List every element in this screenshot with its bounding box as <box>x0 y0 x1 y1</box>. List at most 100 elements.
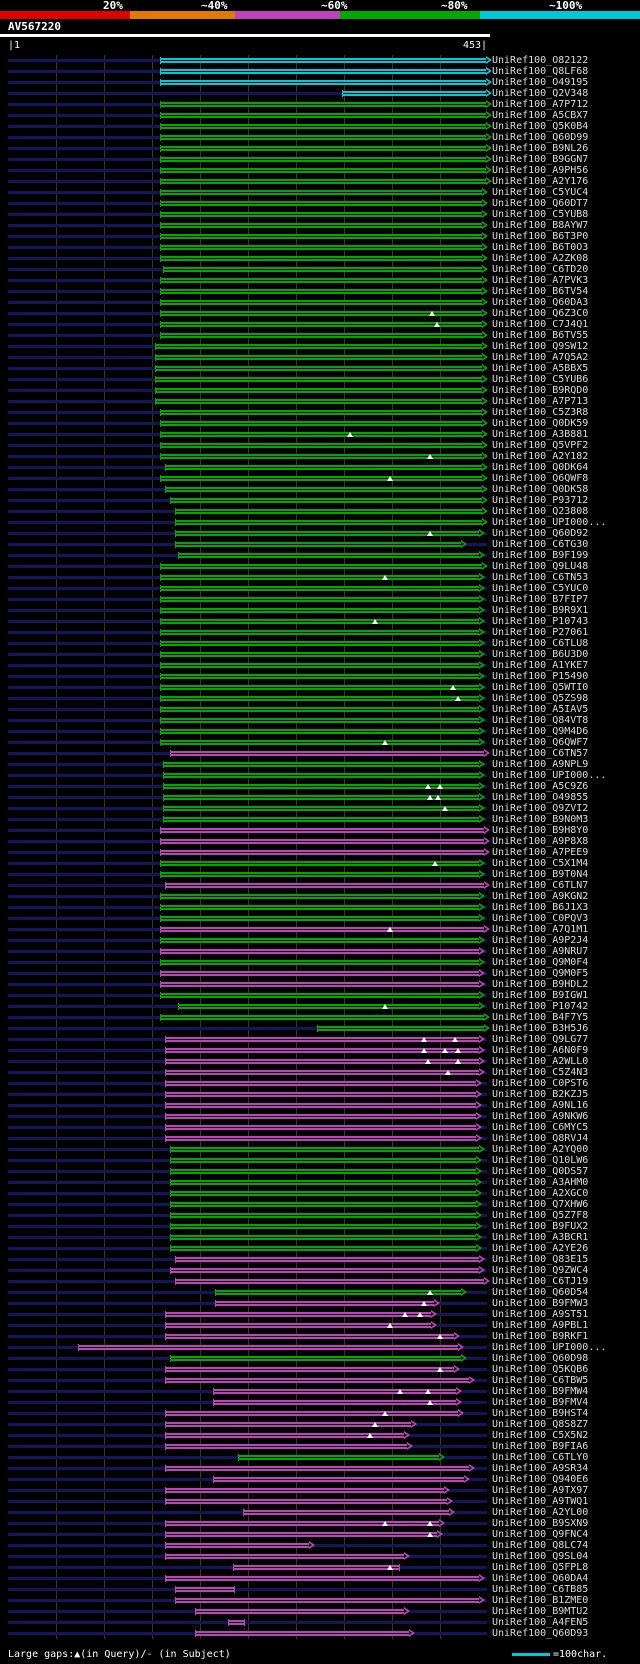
hit-bar[interactable] <box>164 1421 412 1428</box>
hit-bar[interactable] <box>164 1465 471 1472</box>
hit-bar[interactable] <box>162 794 480 801</box>
hit-bar[interactable] <box>159 607 480 614</box>
hit-bar[interactable] <box>159 134 487 141</box>
hit-label[interactable]: UniRef100_Q84VT8 <box>492 715 589 726</box>
hit-bar[interactable] <box>159 189 483 196</box>
hit-bar[interactable] <box>159 167 487 174</box>
hit-label[interactable]: UniRef100_Q2V348 <box>492 88 589 99</box>
hit-label[interactable]: UniRef100_B9FUX2 <box>492 1221 589 1232</box>
hit-bar[interactable] <box>159 651 480 658</box>
hit-bar[interactable] <box>159 585 480 592</box>
hit-label[interactable]: UniRef100_B9RQD0 <box>492 385 589 396</box>
hit-label[interactable]: UniRef100_A2XGC0 <box>492 1188 589 1199</box>
hit-bar[interactable] <box>177 552 480 559</box>
hit-bar[interactable] <box>159 684 480 691</box>
hit-label[interactable]: UniRef100_Q9LG77 <box>492 1034 589 1045</box>
hit-label[interactable]: UniRef100_A2WLL0 <box>492 1056 589 1067</box>
hit-bar[interactable] <box>159 101 487 108</box>
hit-label[interactable]: UniRef100_C6TN53 <box>492 572 589 583</box>
hit-bar[interactable] <box>175 1278 485 1285</box>
hit-bar[interactable] <box>159 695 480 702</box>
hit-bar[interactable] <box>170 1168 478 1175</box>
hit-bar[interactable] <box>159 475 483 482</box>
hit-label[interactable]: UniRef100_B9FMW4 <box>492 1386 589 1397</box>
hit-label[interactable]: UniRef100_UPI000... <box>492 1342 607 1353</box>
hit-label[interactable]: UniRef100_B9H8Y0 <box>492 825 589 836</box>
hit-label[interactable]: UniRef100_C6TD20 <box>492 264 589 275</box>
hit-bar[interactable] <box>159 673 480 680</box>
hit-bar[interactable] <box>164 1135 478 1142</box>
hit-bar[interactable] <box>159 662 480 669</box>
hit-bar[interactable] <box>159 299 483 306</box>
hit-label[interactable]: UniRef100_Q8S8Z7 <box>492 1419 589 1430</box>
hit-bar[interactable] <box>159 442 483 449</box>
hit-bar[interactable] <box>170 497 483 504</box>
hit-bar[interactable] <box>159 431 483 438</box>
hit-bar[interactable] <box>164 1377 471 1384</box>
hit-bar[interactable] <box>170 1201 478 1208</box>
hit-label[interactable]: UniRef100_C6TLN7 <box>492 880 589 891</box>
hit-bar[interactable] <box>162 266 483 273</box>
hit-label[interactable]: UniRef100_C5Z4N3 <box>492 1067 589 1078</box>
hit-label[interactable]: UniRef100_B9RKF1 <box>492 1331 589 1342</box>
hit-label[interactable]: UniRef100_B6J1X3 <box>492 902 589 913</box>
hit-bar[interactable] <box>170 1212 478 1219</box>
hit-label[interactable]: UniRef100_A4FEN5 <box>492 1617 589 1628</box>
hit-bar[interactable] <box>214 1300 436 1307</box>
hit-label[interactable]: UniRef100_A2YQ00 <box>492 1144 589 1155</box>
hit-label[interactable]: UniRef100_P10743 <box>492 616 589 627</box>
hit-bar[interactable] <box>159 145 487 152</box>
hit-bar[interactable] <box>159 79 487 86</box>
hit-label[interactable]: UniRef100_A9KGN2 <box>492 891 589 902</box>
hit-label[interactable]: UniRef100_B3H5J6 <box>492 1023 589 1034</box>
hit-label[interactable]: UniRef100_C0PST6 <box>492 1078 589 1089</box>
hit-bar[interactable] <box>164 1091 478 1098</box>
hit-label[interactable]: UniRef100_B9R9X1 <box>492 605 589 616</box>
hit-bar[interactable] <box>159 937 480 944</box>
hit-bar[interactable] <box>164 1498 448 1505</box>
hit-label[interactable]: UniRef100_Q60D54 <box>492 1287 589 1298</box>
hit-label[interactable]: UniRef100_B7FIP7 <box>492 594 589 605</box>
hit-bar[interactable] <box>159 827 485 834</box>
hit-bar[interactable] <box>164 1542 310 1549</box>
hit-label[interactable]: UniRef100_Q5WTI0 <box>492 682 589 693</box>
hit-bar[interactable] <box>159 233 483 240</box>
hit-bar[interactable] <box>159 321 483 328</box>
hit-label[interactable]: UniRef100_Q60DA4 <box>492 1573 589 1584</box>
hit-label[interactable]: UniRef100_B6U3D0 <box>492 649 589 660</box>
hit-bar[interactable] <box>159 409 483 416</box>
hit-label[interactable]: UniRef100_C6TLY0 <box>492 1452 589 1463</box>
hit-bar[interactable] <box>164 1366 456 1373</box>
hit-bar[interactable] <box>170 1190 478 1197</box>
hit-bar[interactable] <box>164 1410 460 1417</box>
hit-bar[interactable] <box>159 717 480 724</box>
hit-bar[interactable] <box>159 618 480 625</box>
hit-label[interactable]: UniRef100_Q9ZWC4 <box>492 1265 589 1276</box>
hit-label[interactable]: UniRef100_B6T0O3 <box>492 242 589 253</box>
hit-label[interactable]: UniRef100_Q9FNC4 <box>492 1529 589 1540</box>
hit-bar[interactable] <box>164 1531 439 1538</box>
hit-label[interactable]: UniRef100_A6N0F9 <box>492 1045 589 1056</box>
hit-bar[interactable] <box>237 1454 441 1461</box>
hit-label[interactable]: UniRef100_C7J4Q1 <box>492 319 589 330</box>
hit-bar[interactable] <box>155 398 483 405</box>
hit-label[interactable]: UniRef100_Q60D98 <box>492 1353 589 1364</box>
hit-label[interactable]: UniRef100_C6MYC5 <box>492 1122 589 1133</box>
hit-label[interactable]: UniRef100_B9T0N4 <box>492 869 589 880</box>
hit-bar[interactable] <box>164 1069 480 1076</box>
hit-label[interactable]: UniRef100_Q10LW6 <box>492 1155 589 1166</box>
hit-label[interactable]: UniRef100_A7PVK3 <box>492 275 589 286</box>
hit-label[interactable]: UniRef100_Q5ZS98 <box>492 693 589 704</box>
hit-label[interactable]: UniRef100_Q83E15 <box>492 1254 589 1265</box>
hit-label[interactable]: UniRef100_Q9ZVI2 <box>492 803 589 814</box>
hit-label[interactable]: UniRef100_B9HDL2 <box>492 979 589 990</box>
hit-label[interactable]: UniRef100_Q7XHW6 <box>492 1199 589 1210</box>
hit-bar[interactable] <box>228 1619 246 1626</box>
hit-bar[interactable] <box>159 277 483 284</box>
hit-bar[interactable] <box>159 739 480 746</box>
hit-label[interactable]: UniRef100_P10742 <box>492 1001 589 1012</box>
hit-bar[interactable] <box>164 1432 406 1439</box>
hit-bar[interactable] <box>194 1608 406 1615</box>
hit-bar[interactable] <box>155 365 483 372</box>
hit-bar[interactable] <box>164 1036 480 1043</box>
